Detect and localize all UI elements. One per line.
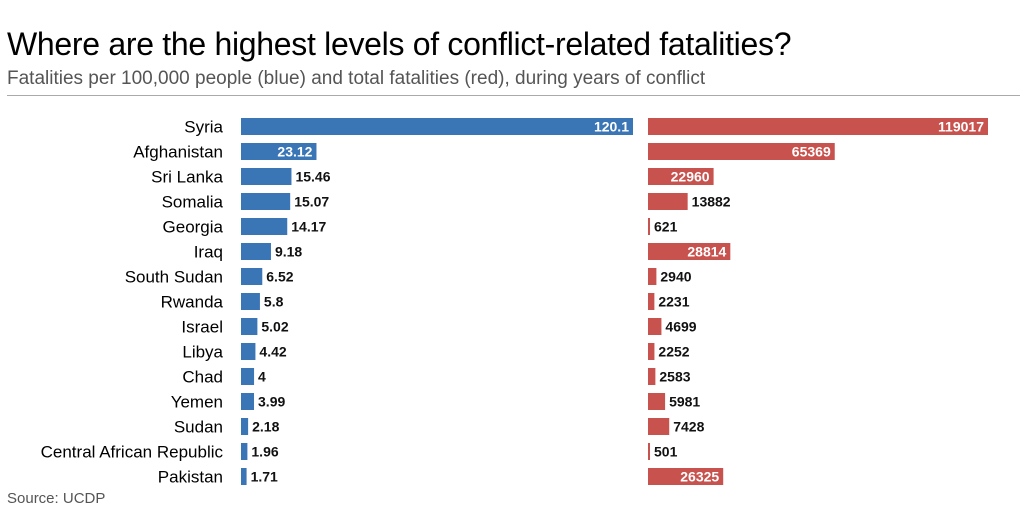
category-label-syria: Syria	[184, 118, 223, 137]
total-value-label-syria: 119017	[938, 119, 984, 135]
total-bar-pakistan	[648, 468, 724, 485]
per-capita-value-label-chad: 4	[258, 369, 266, 385]
per-capita-value-label-syria: 120.1	[594, 119, 629, 135]
per-capita-bar-sudan	[241, 418, 249, 435]
per-capita-bar-central-african-republic	[241, 443, 248, 460]
total-bar-central-african-republic	[648, 443, 650, 460]
total-bar-iraq	[648, 243, 731, 260]
per-capita-bar-iraq	[241, 243, 271, 260]
total-value-label-afghanistan: 65369	[792, 144, 831, 160]
total-value-label-rwanda: 2231	[658, 294, 689, 310]
total-value-label-south-sudan: 2940	[660, 269, 691, 285]
category-label-afghanistan: Afghanistan	[133, 143, 223, 162]
total-value-label-sudan: 7428	[673, 419, 704, 435]
total-value-label-iraq: 28814	[687, 244, 726, 260]
total-value-label-sri-lanka: 22960	[671, 169, 710, 185]
total-bar-sri-lanka	[648, 168, 714, 185]
per-capita-bar-libya	[241, 343, 256, 360]
category-label-south-sudan: South Sudan	[125, 268, 223, 287]
total-bar-libya	[648, 343, 655, 360]
per-capita-value-label-pakistan: 1.71	[251, 469, 278, 485]
per-capita-value-label-central-african-republic: 1.96	[251, 444, 278, 460]
category-label-yemen: Yemen	[171, 393, 223, 412]
category-label-pakistan: Pakistan	[158, 468, 223, 487]
per-capita-bar-chad	[241, 368, 255, 385]
per-capita-bar-rwanda	[241, 293, 260, 310]
total-bar-sudan	[648, 418, 670, 435]
total-bar-somalia	[648, 193, 688, 210]
per-capita-value-label-somalia: 15.07	[294, 194, 329, 210]
per-capita-bar-syria	[241, 118, 633, 135]
total-bar-south-sudan	[648, 268, 657, 285]
total-value-label-chad: 2583	[659, 369, 690, 385]
per-capita-value-label-afghanistan: 23.12	[277, 144, 312, 160]
total-bar-georgia	[648, 218, 650, 235]
total-bar-yemen	[648, 393, 666, 410]
category-label-chad: Chad	[182, 368, 223, 387]
total-value-label-georgia: 621	[654, 219, 678, 235]
total-value-label-libya: 2252	[658, 344, 689, 360]
per-capita-value-label-sudan: 2.18	[252, 419, 279, 435]
per-capita-value-label-iraq: 9.18	[275, 244, 302, 260]
per-capita-value-label-sri-lanka: 15.46	[295, 169, 330, 185]
source-note: Source: UCDP	[7, 490, 106, 507]
category-label-iraq: Iraq	[194, 243, 223, 262]
per-capita-bar-pakistan	[241, 468, 247, 485]
category-label-somalia: Somalia	[162, 193, 224, 212]
total-value-label-israel: 4699	[665, 319, 696, 335]
total-bar-chad	[648, 368, 656, 385]
category-label-libya: Libya	[182, 343, 223, 362]
per-capita-bar-south-sudan	[241, 268, 263, 285]
per-capita-value-label-israel: 5.02	[261, 319, 288, 335]
chart-title: Where are the highest levels of conflict…	[7, 26, 792, 62]
per-capita-bar-yemen	[241, 393, 255, 410]
per-capita-value-label-georgia: 14.17	[291, 219, 326, 235]
total-value-label-yemen: 5981	[669, 394, 700, 410]
category-label-sudan: Sudan	[174, 418, 223, 437]
per-capita-value-label-libya: 4.42	[259, 344, 286, 360]
per-capita-value-label-yemen: 3.99	[258, 394, 285, 410]
per-capita-bar-somalia	[241, 193, 291, 210]
chart-subtitle: Fatalities per 100,000 people (blue) and…	[7, 68, 706, 89]
per-capita-bar-afghanistan	[241, 143, 317, 160]
total-value-label-central-african-republic: 501	[654, 444, 678, 460]
per-capita-value-label-south-sudan: 6.52	[266, 269, 293, 285]
category-label-central-african-republic: Central African Republic	[41, 443, 224, 462]
total-bar-israel	[648, 318, 662, 335]
header-divider	[7, 95, 1020, 96]
total-bar-syria	[648, 118, 988, 135]
total-value-label-somalia: 13882	[692, 194, 731, 210]
category-label-israel: Israel	[181, 318, 223, 337]
total-bar-rwanda	[648, 293, 655, 310]
category-label-rwanda: Rwanda	[161, 293, 224, 312]
per-capita-value-label-rwanda: 5.8	[264, 294, 284, 310]
category-label-sri-lanka: Sri Lanka	[151, 168, 223, 187]
total-value-label-pakistan: 26325	[680, 469, 719, 485]
per-capita-bar-sri-lanka	[241, 168, 292, 185]
per-capita-bar-israel	[241, 318, 258, 335]
total-bar-afghanistan	[648, 143, 835, 160]
per-capita-bar-georgia	[241, 218, 288, 235]
category-label-georgia: Georgia	[163, 218, 224, 237]
